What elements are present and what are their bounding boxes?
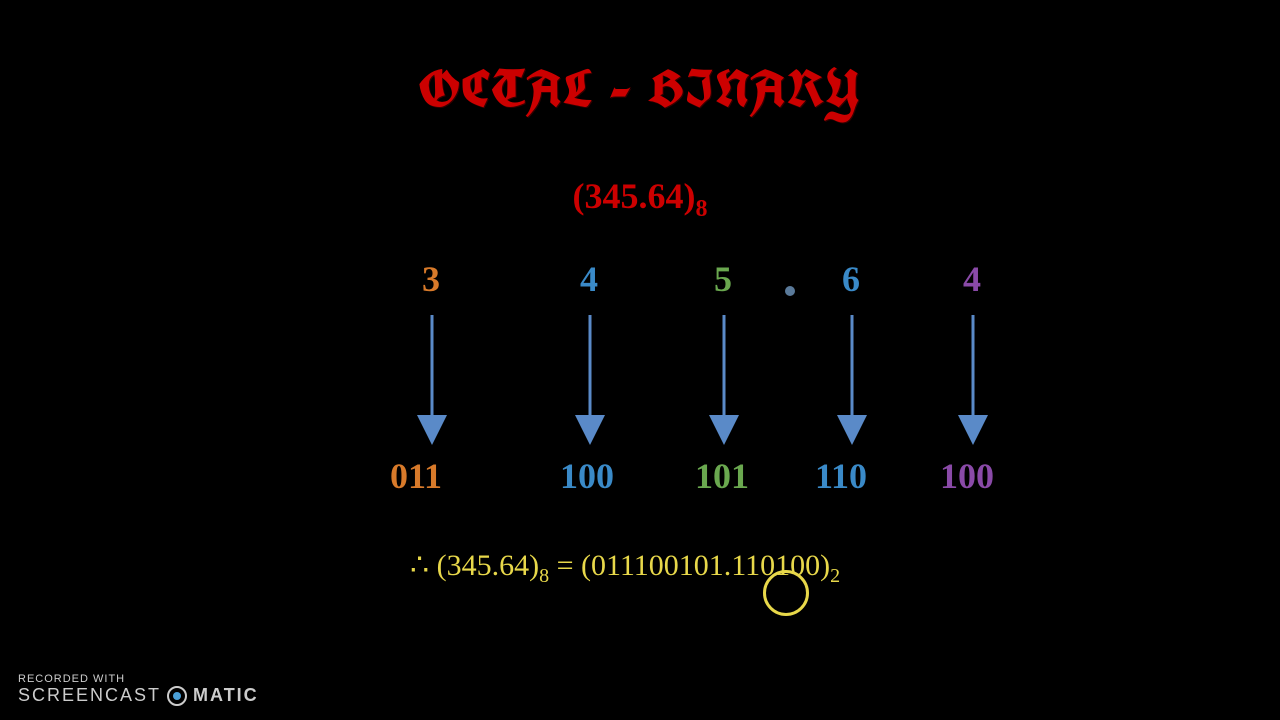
decimal-point-dot <box>785 286 795 296</box>
octal-digit-2: 5 <box>714 258 732 300</box>
octal-digit-3: 6 <box>842 258 860 300</box>
octal-digit-0: 3 <box>422 258 440 300</box>
screencast-watermark: RECORDED WITH SCREENCAST MATIC <box>18 673 259 706</box>
watermark-brand-right: MATIC <box>193 685 259 706</box>
octal-subscript: 8 <box>695 196 707 222</box>
page-title: OCTAL - BINARY <box>418 55 861 123</box>
binary-triplet-0: 011 <box>390 455 442 497</box>
binary-triplet-2: 101 <box>695 455 749 497</box>
watermark-circle-icon <box>167 686 187 706</box>
binary-triplet-4: 100 <box>940 455 994 497</box>
watermark-line1: RECORDED WITH <box>18 673 259 685</box>
octal-digit-4: 4 <box>963 258 981 300</box>
watermark-brand: SCREENCAST MATIC <box>18 685 259 706</box>
watermark-brand-left: SCREENCAST <box>18 685 161 706</box>
cursor-highlight-circle <box>763 570 809 616</box>
octal-input: (345.64)8 <box>573 175 708 223</box>
binary-triplet-1: 100 <box>560 455 614 497</box>
octal-digit-1: 4 <box>580 258 598 300</box>
binary-triplet-3: 110 <box>815 455 867 497</box>
octal-text: (345.64) <box>573 176 696 216</box>
